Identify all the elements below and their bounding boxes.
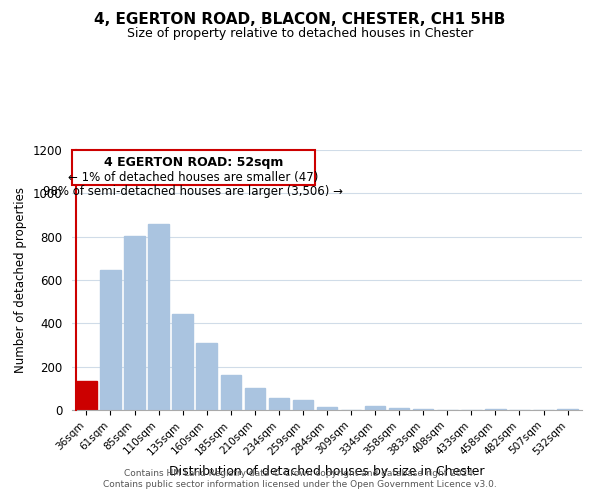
Text: ← 1% of detached houses are smaller (47): ← 1% of detached houses are smaller (47) [68, 171, 319, 184]
Text: 4, EGERTON ROAD, BLACON, CHESTER, CH1 5HB: 4, EGERTON ROAD, BLACON, CHESTER, CH1 5H… [94, 12, 506, 28]
Bar [100, 270, 121, 410]
Text: Contains HM Land Registry data © Crown copyright and database right 2024.: Contains HM Land Registry data © Crown c… [124, 468, 476, 477]
Bar [148, 224, 169, 410]
Bar [196, 343, 217, 410]
Text: Contains public sector information licensed under the Open Government Licence v3: Contains public sector information licen… [103, 480, 497, 489]
Text: 4 EGERTON ROAD: 52sqm: 4 EGERTON ROAD: 52sqm [104, 156, 283, 169]
Bar [557, 409, 578, 410]
Text: Size of property relative to detached houses in Chester: Size of property relative to detached ho… [127, 28, 473, 40]
Bar [76, 381, 97, 410]
Bar [317, 407, 337, 410]
Bar [269, 398, 289, 410]
X-axis label: Distribution of detached houses by size in Chester: Distribution of detached houses by size … [169, 465, 485, 478]
Bar [389, 408, 409, 410]
Text: 98% of semi-detached houses are larger (3,506) →: 98% of semi-detached houses are larger (… [43, 185, 343, 198]
Bar [413, 409, 433, 410]
Y-axis label: Number of detached properties: Number of detached properties [14, 187, 27, 373]
Bar [245, 388, 265, 410]
Bar [365, 406, 385, 410]
Bar [124, 236, 145, 410]
Bar [293, 400, 313, 410]
Bar [485, 409, 506, 410]
Bar [221, 376, 241, 410]
Bar [172, 314, 193, 410]
